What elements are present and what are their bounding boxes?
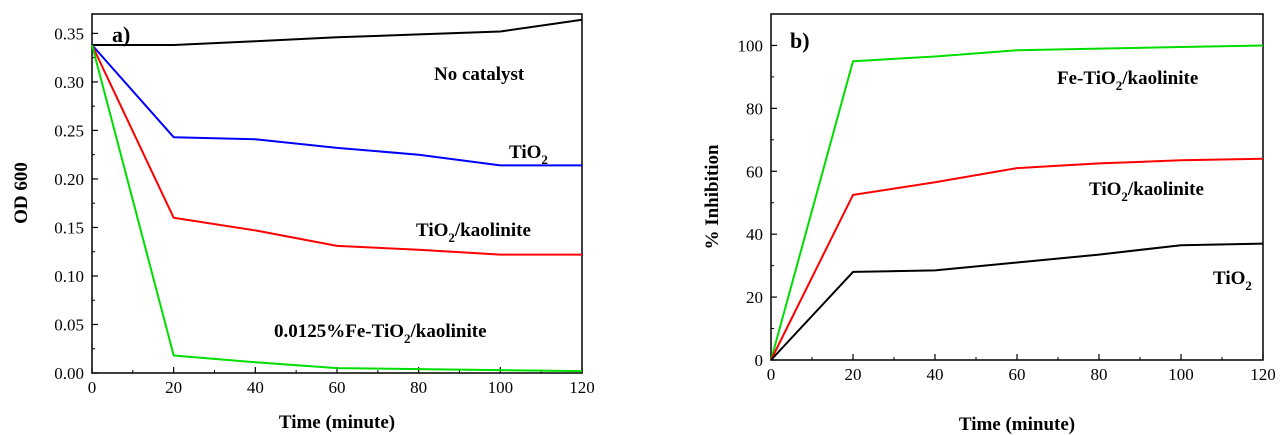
label-tio2-b-sub: 2 <box>1245 278 1252 293</box>
b-y-tick-label: 60 <box>746 162 763 181</box>
b-x-tick-label: 80 <box>1091 365 1108 384</box>
a-y-tick-label: 0.25 <box>54 121 84 140</box>
chart-panel-b: 0 20 40 60 80 100 120 0 20 40 60 80 100 b) Time (min… <box>702 13 1276 435</box>
a-y-tick-label: 0.30 <box>54 73 84 92</box>
a-y-tick-label: 0.20 <box>54 170 84 189</box>
b-x-tick-label: 0 <box>767 365 776 384</box>
b-x-tick-label: 120 <box>1250 365 1276 384</box>
label-fe-tio2-kaolinite-a-sub: 2 <box>404 331 411 346</box>
a-y-tick-label: 0.15 <box>54 218 84 237</box>
a-y-tick-label: 0.00 <box>54 364 84 383</box>
y-axis-label-b: % Inhibition <box>702 144 723 250</box>
a-y-tick-label: 0.05 <box>54 315 84 334</box>
label-tio2-kaolinite-a: TiO2/kaolinite <box>416 220 531 245</box>
a-x-tick-label: 120 <box>569 378 595 397</box>
label-tio2-a-main: TiO <box>509 142 541 163</box>
label-tio2-kaolinite-a-sub: 2 <box>448 230 455 245</box>
label-tio2-kaolinite-b-sub: 2 <box>1121 189 1128 204</box>
b-series-line-tio2 <box>770 242 1264 361</box>
y-axis-label-a: OD 600 <box>11 162 32 224</box>
series-lines-b <box>770 44 1264 361</box>
a-series-line-0-0125-fe-tio2-kaolinite <box>91 44 583 373</box>
label-tio2-kaolinite-b-pre: TiO <box>1089 179 1121 200</box>
chart-panel-a: 0 20 40 60 80 100 120 0.00 0.05 0.10 0.15 0.20 0.25 0… <box>11 13 595 433</box>
label-tio2-a-sub: 2 <box>541 152 548 167</box>
b-series-line-fe-tio2-kaolinite <box>770 44 1264 361</box>
a-series-line-tio2-kaolinite <box>91 44 582 256</box>
x-axis-label-b: Time (minute) <box>959 414 1075 435</box>
b-x-tick-label: 100 <box>1168 365 1194 384</box>
label-tio2-a: TiO2 <box>509 142 548 167</box>
b-series-line-tio2-kaolinite <box>770 157 1264 361</box>
a-y-tick-label: 0.10 <box>54 267 84 286</box>
a-x-tick-label: 60 <box>329 378 346 397</box>
label-fe-tio2-kaolinite-b-pre: Fe-TiO <box>1057 68 1116 89</box>
label-fe-tio2-kaolinite-b-sub: 2 <box>1116 78 1123 93</box>
b-x-tick-label: 40 <box>927 365 944 384</box>
a-x-tick-label: 0 <box>88 378 97 397</box>
label-fe-tio2-kaolinite-b: Fe-TiO2/kaolinite <box>1057 68 1198 93</box>
a-series-line-tio2 <box>91 44 582 167</box>
axis-ticks-a: 0 20 40 60 80 100 120 0.00 0.05 0.10 0.15 0.20 0.25 0… <box>54 24 595 397</box>
b-y-tick-label: 80 <box>746 99 763 118</box>
series-lines-a <box>91 18 583 373</box>
a-x-tick-label: 100 <box>488 378 514 397</box>
a-x-tick-label: 20 <box>165 378 182 397</box>
b-x-tick-label: 20 <box>845 365 862 384</box>
label-no-catalyst: No catalyst <box>434 64 525 85</box>
label-fe-tio2-kaolinite-a: 0.0125%Fe-TiO2/kaolinite <box>274 321 487 346</box>
b-y-tick-label: 40 <box>746 225 763 244</box>
a-x-tick-label: 40 <box>247 378 264 397</box>
axis-ticks-b: 0 20 40 60 80 100 120 0 20 40 60 80 100 <box>738 36 1276 384</box>
label-tio2-kaolinite-a-post: /kaolinite <box>454 220 531 241</box>
b-y-tick-label: 20 <box>746 288 763 307</box>
label-tio2-kaolinite-a-pre: TiO <box>416 220 448 241</box>
a-x-tick-label: 80 <box>410 378 427 397</box>
x-axis-label-a: Time (minute) <box>279 412 395 433</box>
b-y-tick-label: 0 <box>755 351 764 370</box>
label-tio2-kaolinite-b-post: /kaolinite <box>1127 179 1204 200</box>
label-tio2-b: TiO2 <box>1213 268 1252 293</box>
label-fe-tio2-kaolinite-b-post: /kaolinite <box>1121 68 1198 89</box>
label-fe-tio2-kaolinite-a-pre: 0.0125%Fe-TiO <box>274 321 404 342</box>
a-series-line-no-catalyst <box>92 18 583 46</box>
label-fe-tio2-kaolinite-a-post: /kaolinite <box>410 321 487 342</box>
panel-label-a: a) <box>112 22 130 47</box>
b-x-tick-label: 60 <box>1009 365 1026 384</box>
label-tio2-b-main: TiO <box>1213 268 1245 289</box>
label-tio2-kaolinite-b: TiO2/kaolinite <box>1089 179 1204 204</box>
a-y-tick-label: 0.35 <box>54 24 84 43</box>
b-y-tick-label: 100 <box>738 36 764 55</box>
panel-label-b: b) <box>790 28 810 53</box>
